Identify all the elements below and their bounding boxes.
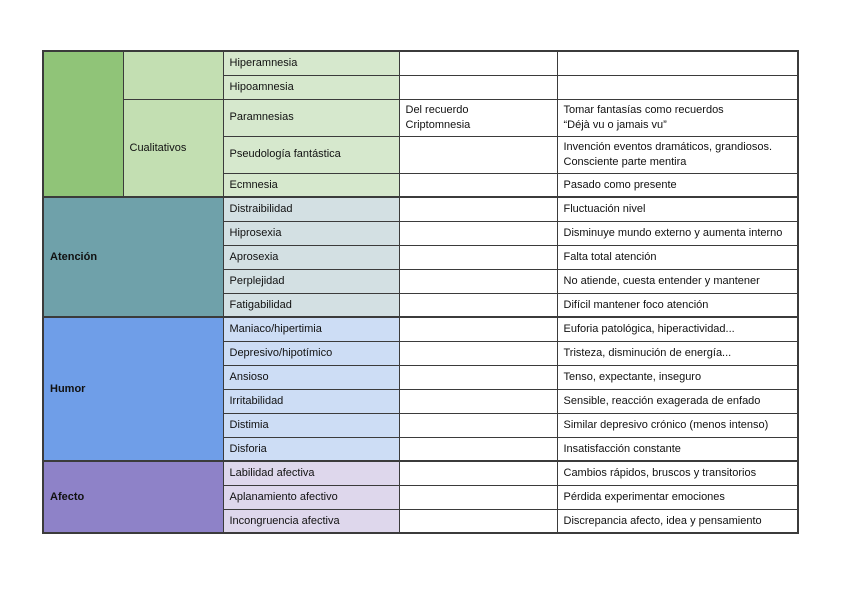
desc-cell: Pasado como presente [556, 172, 799, 198]
example-cell [398, 460, 558, 486]
desc-cell: Cambios rápidos, bruscos y transitorios [556, 460, 799, 486]
table-row: Humor Maniaco/hipertimia Euforia patológ… [42, 316, 799, 462]
term-cell: Ecmnesia [222, 172, 400, 198]
term-cell: Aprosexia [222, 244, 400, 270]
example-cell: Del recuerdo Criptomnesia [398, 98, 558, 137]
term-cell: Hipoamnesia [222, 74, 400, 100]
desc-cell: Discrepancia afecto, idea y pensamiento [556, 508, 799, 534]
category-cell-humor: Humor [42, 316, 224, 462]
term-cell: Pseudología fantástica [222, 135, 400, 174]
example-cell [398, 220, 558, 246]
desc-cell: Tristeza, disminución de energía... [556, 340, 799, 366]
term-cell: Irritabilidad [222, 388, 400, 414]
term-cell: Maniaco/hipertimia [222, 316, 400, 342]
example-cell [398, 508, 558, 534]
term-cell: Distimia [222, 412, 400, 438]
term-cell: Labilidad afectiva [222, 460, 400, 486]
psychopathology-table: Hiperamnesia Hipoamnesia Cualitativos Pa… [42, 50, 799, 534]
desc-cell: Disminuye mundo externo y aumenta intern… [556, 220, 799, 246]
table-row: Ecmnesia Pasado como presente [43, 172, 799, 198]
example-cell [398, 74, 558, 100]
example-cell [398, 196, 558, 222]
desc-cell: Sensible, reacción exagerada de enfado [556, 388, 799, 414]
term-cell: Hiprosexia [222, 220, 400, 246]
term-cell: Incongruencia afectiva [222, 508, 400, 534]
table-row: Aplanamiento afectivo Pérdida experiment… [43, 484, 799, 510]
table-row: Hipoamnesia [43, 74, 799, 100]
category-cell-memory [42, 50, 124, 198]
desc-cell: Difícil mantener foco atención [556, 292, 799, 318]
desc-cell: Fluctuación nivel [556, 196, 799, 222]
desc-cell [556, 74, 799, 100]
example-cell [398, 244, 558, 270]
table-row: Hiperamnesia [42, 50, 799, 198]
example-cell [398, 316, 558, 342]
subgroup-cell-empty [122, 50, 224, 100]
term-cell: Paramnesias [222, 98, 400, 137]
table-row: Atención Distraibilidad Fluctuación nive… [42, 196, 799, 318]
desc-cell: Pérdida experimentar emociones [556, 484, 799, 510]
example-cell [398, 268, 558, 294]
desc-cell: Falta total atención [556, 244, 799, 270]
desc-cell [556, 50, 799, 76]
term-cell: Ansioso [222, 364, 400, 390]
term-cell: Hiperamnesia [222, 50, 400, 76]
term-cell: Perplejidad [222, 268, 400, 294]
table-row: Aprosexia Falta total atención [43, 244, 799, 270]
term-cell: Disforia [222, 436, 400, 462]
example-cell [398, 388, 558, 414]
category-cell-afecto: Afecto [42, 460, 224, 534]
table-row: Pseudología fantástica Invención eventos… [43, 135, 799, 174]
example-cell [398, 364, 558, 390]
desc-cell: No atiende, cuesta entender y mantener [556, 268, 799, 294]
desc-cell: Euforia patológica, hiperactividad... [556, 316, 799, 342]
table-row: Incongruencia afectiva Discrepancia afec… [43, 508, 799, 534]
desc-cell: Insatisfacción constante [556, 436, 799, 462]
table-row: Fatigabilidad Difícil mantener foco aten… [43, 292, 799, 318]
table-row: Cualitativos Paramnesias Del recuerdo Cr… [43, 98, 799, 198]
example-cell [398, 50, 558, 76]
example-cell [398, 340, 558, 366]
example-cell [398, 412, 558, 438]
desc-cell: Invención eventos dramáticos, grandiosos… [556, 135, 799, 174]
term-cell: Distraibilidad [222, 196, 400, 222]
category-cell-atencion: Atención [42, 196, 224, 318]
term-cell: Depresivo/hipotímico [222, 340, 400, 366]
table-row: Disforia Insatisfacción constante [43, 436, 799, 462]
desc-cell: Similar depresivo crónico (menos intenso… [556, 412, 799, 438]
term-cell: Fatigabilidad [222, 292, 400, 318]
example-cell [398, 484, 558, 510]
table-row: Afecto Labilidad afectiva Cambios rápido… [42, 460, 799, 534]
desc-cell: Tomar fantasías como recuerdos “Déjà vu … [556, 98, 799, 137]
table-row: Irritabilidad Sensible, reacción exagera… [43, 388, 799, 414]
example-cell [398, 135, 558, 174]
table-row: Distimia Similar depresivo crónico (meno… [43, 412, 799, 438]
table-row: Hiprosexia Disminuye mundo externo y aum… [43, 220, 799, 246]
example-cell [398, 436, 558, 462]
table-row: Ansioso Tenso, expectante, inseguro [43, 364, 799, 390]
term-cell: Aplanamiento afectivo [222, 484, 400, 510]
example-cell [398, 292, 558, 318]
example-cell [398, 172, 558, 198]
subgroup-cell-cualitativos: Cualitativos [122, 98, 224, 198]
table-row: Perplejidad No atiende, cuesta entender … [43, 268, 799, 294]
desc-cell: Tenso, expectante, inseguro [556, 364, 799, 390]
